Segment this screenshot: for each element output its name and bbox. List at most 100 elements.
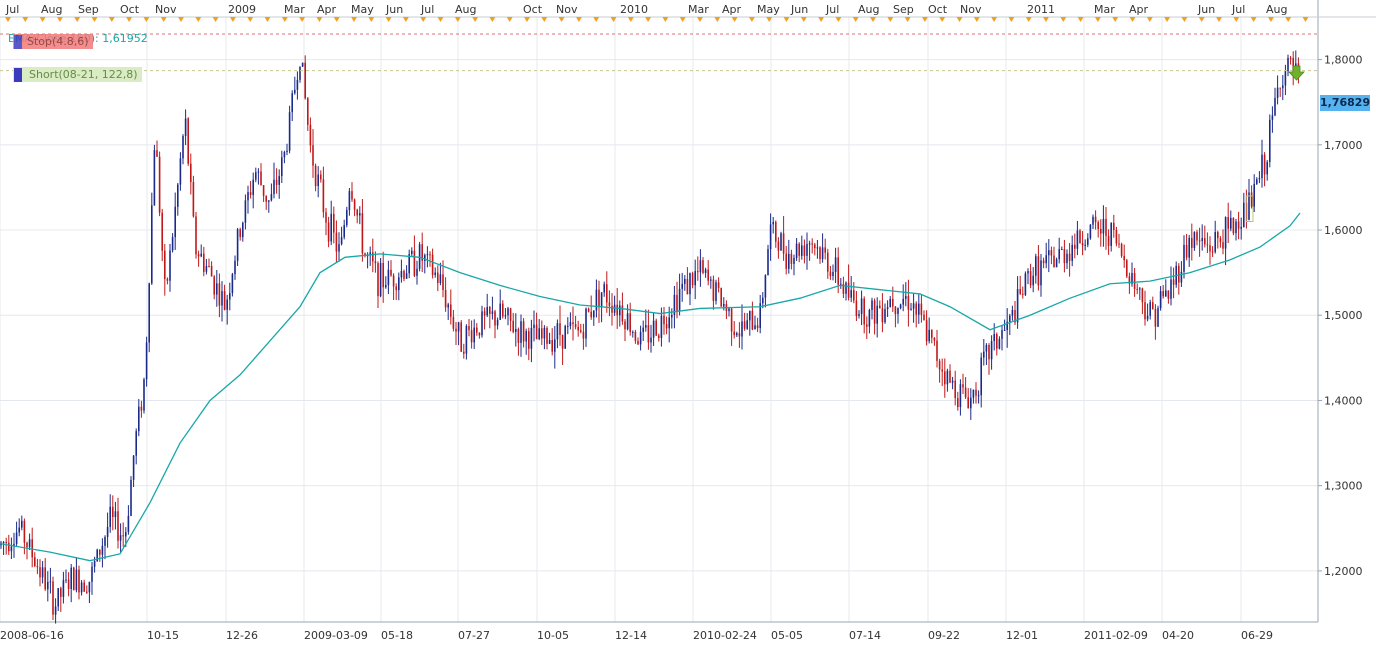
candle-body xyxy=(990,341,993,360)
candle xyxy=(1217,230,1219,249)
candle xyxy=(457,321,460,346)
candle-body xyxy=(892,298,894,307)
candle-body xyxy=(637,340,639,345)
candle-body xyxy=(314,165,317,187)
event-marker-icon xyxy=(22,17,29,22)
candle xyxy=(889,295,891,308)
candle xyxy=(28,533,31,551)
candle xyxy=(879,300,881,309)
candle xyxy=(546,326,548,350)
candle xyxy=(60,586,62,612)
candle xyxy=(1136,283,1138,295)
candle xyxy=(772,216,774,234)
event-marker-icon xyxy=(160,17,167,22)
candle xyxy=(876,297,878,338)
candle-body xyxy=(18,527,20,533)
candle xyxy=(1230,210,1232,232)
candle xyxy=(551,328,553,356)
candle xyxy=(1084,239,1086,251)
candle xyxy=(730,307,733,346)
candle xyxy=(317,166,319,198)
candle xyxy=(351,182,353,202)
candle xyxy=(1087,233,1089,248)
candle xyxy=(949,364,951,384)
candle xyxy=(161,208,163,262)
candle-body xyxy=(634,331,637,341)
candle-body xyxy=(954,380,956,399)
candle-body xyxy=(127,515,130,533)
candle-body xyxy=(431,254,434,275)
candle xyxy=(216,269,218,307)
candle-body xyxy=(824,247,826,253)
candle xyxy=(736,331,738,338)
candle xyxy=(403,269,405,282)
candle xyxy=(1113,214,1115,238)
candle-body xyxy=(715,282,717,301)
candle xyxy=(1032,267,1034,293)
candle xyxy=(556,319,559,349)
candle xyxy=(1126,258,1128,279)
candle-body xyxy=(858,313,860,316)
candle xyxy=(694,259,696,300)
candle-body xyxy=(213,276,215,295)
candle-body xyxy=(515,328,517,332)
candle xyxy=(629,302,631,336)
candle xyxy=(795,238,798,261)
candle-body xyxy=(665,324,668,329)
candle-body xyxy=(723,304,725,307)
candle xyxy=(801,235,803,260)
candle-body xyxy=(296,79,299,90)
candle xyxy=(408,249,410,279)
candle xyxy=(489,306,491,329)
candle xyxy=(840,278,842,289)
candle xyxy=(117,497,119,549)
candle xyxy=(756,317,759,333)
candle xyxy=(88,581,91,604)
short-legend[interactable]: Short(08-21, 122,8) xyxy=(13,67,142,82)
candle xyxy=(470,320,473,349)
candle xyxy=(684,275,686,291)
candle xyxy=(1076,220,1079,256)
candle xyxy=(619,300,621,327)
candle-body xyxy=(613,304,616,313)
candle-body xyxy=(216,283,218,295)
candle xyxy=(1222,229,1224,255)
candle-body xyxy=(478,332,481,336)
candle-body xyxy=(509,308,512,321)
stop-legend[interactable]: Stop(4.8,6) xyxy=(13,34,93,49)
candle-body xyxy=(1063,249,1066,264)
candle-body xyxy=(416,268,418,276)
candle xyxy=(52,576,54,620)
candle-body xyxy=(717,282,720,288)
candle-body xyxy=(426,254,429,256)
candle-body xyxy=(197,254,200,257)
candle xyxy=(920,294,923,323)
event-marker-icon xyxy=(766,17,773,22)
candle-body xyxy=(1055,259,1058,268)
candle xyxy=(1248,179,1250,221)
event-marker-icon xyxy=(1181,17,1188,22)
event-marker-icon xyxy=(1094,17,1101,22)
candle-body xyxy=(288,112,291,151)
candle-body xyxy=(317,174,319,187)
candle xyxy=(387,260,390,295)
candle xyxy=(229,282,231,311)
candle xyxy=(291,90,293,122)
candle xyxy=(1165,279,1167,297)
candle xyxy=(894,306,897,328)
candle xyxy=(200,244,202,258)
candle-body xyxy=(660,315,663,338)
candle xyxy=(603,281,605,297)
candle-body xyxy=(889,298,891,308)
candle xyxy=(5,537,7,555)
candle xyxy=(54,598,57,624)
candle xyxy=(1157,305,1159,328)
candle-body xyxy=(707,269,709,281)
candle xyxy=(832,264,834,281)
candle xyxy=(777,237,780,259)
candle-body xyxy=(624,321,626,330)
y-tick-label: 1,2000 xyxy=(1324,565,1363,578)
candle-body xyxy=(811,243,813,245)
candle-body xyxy=(1258,178,1261,180)
